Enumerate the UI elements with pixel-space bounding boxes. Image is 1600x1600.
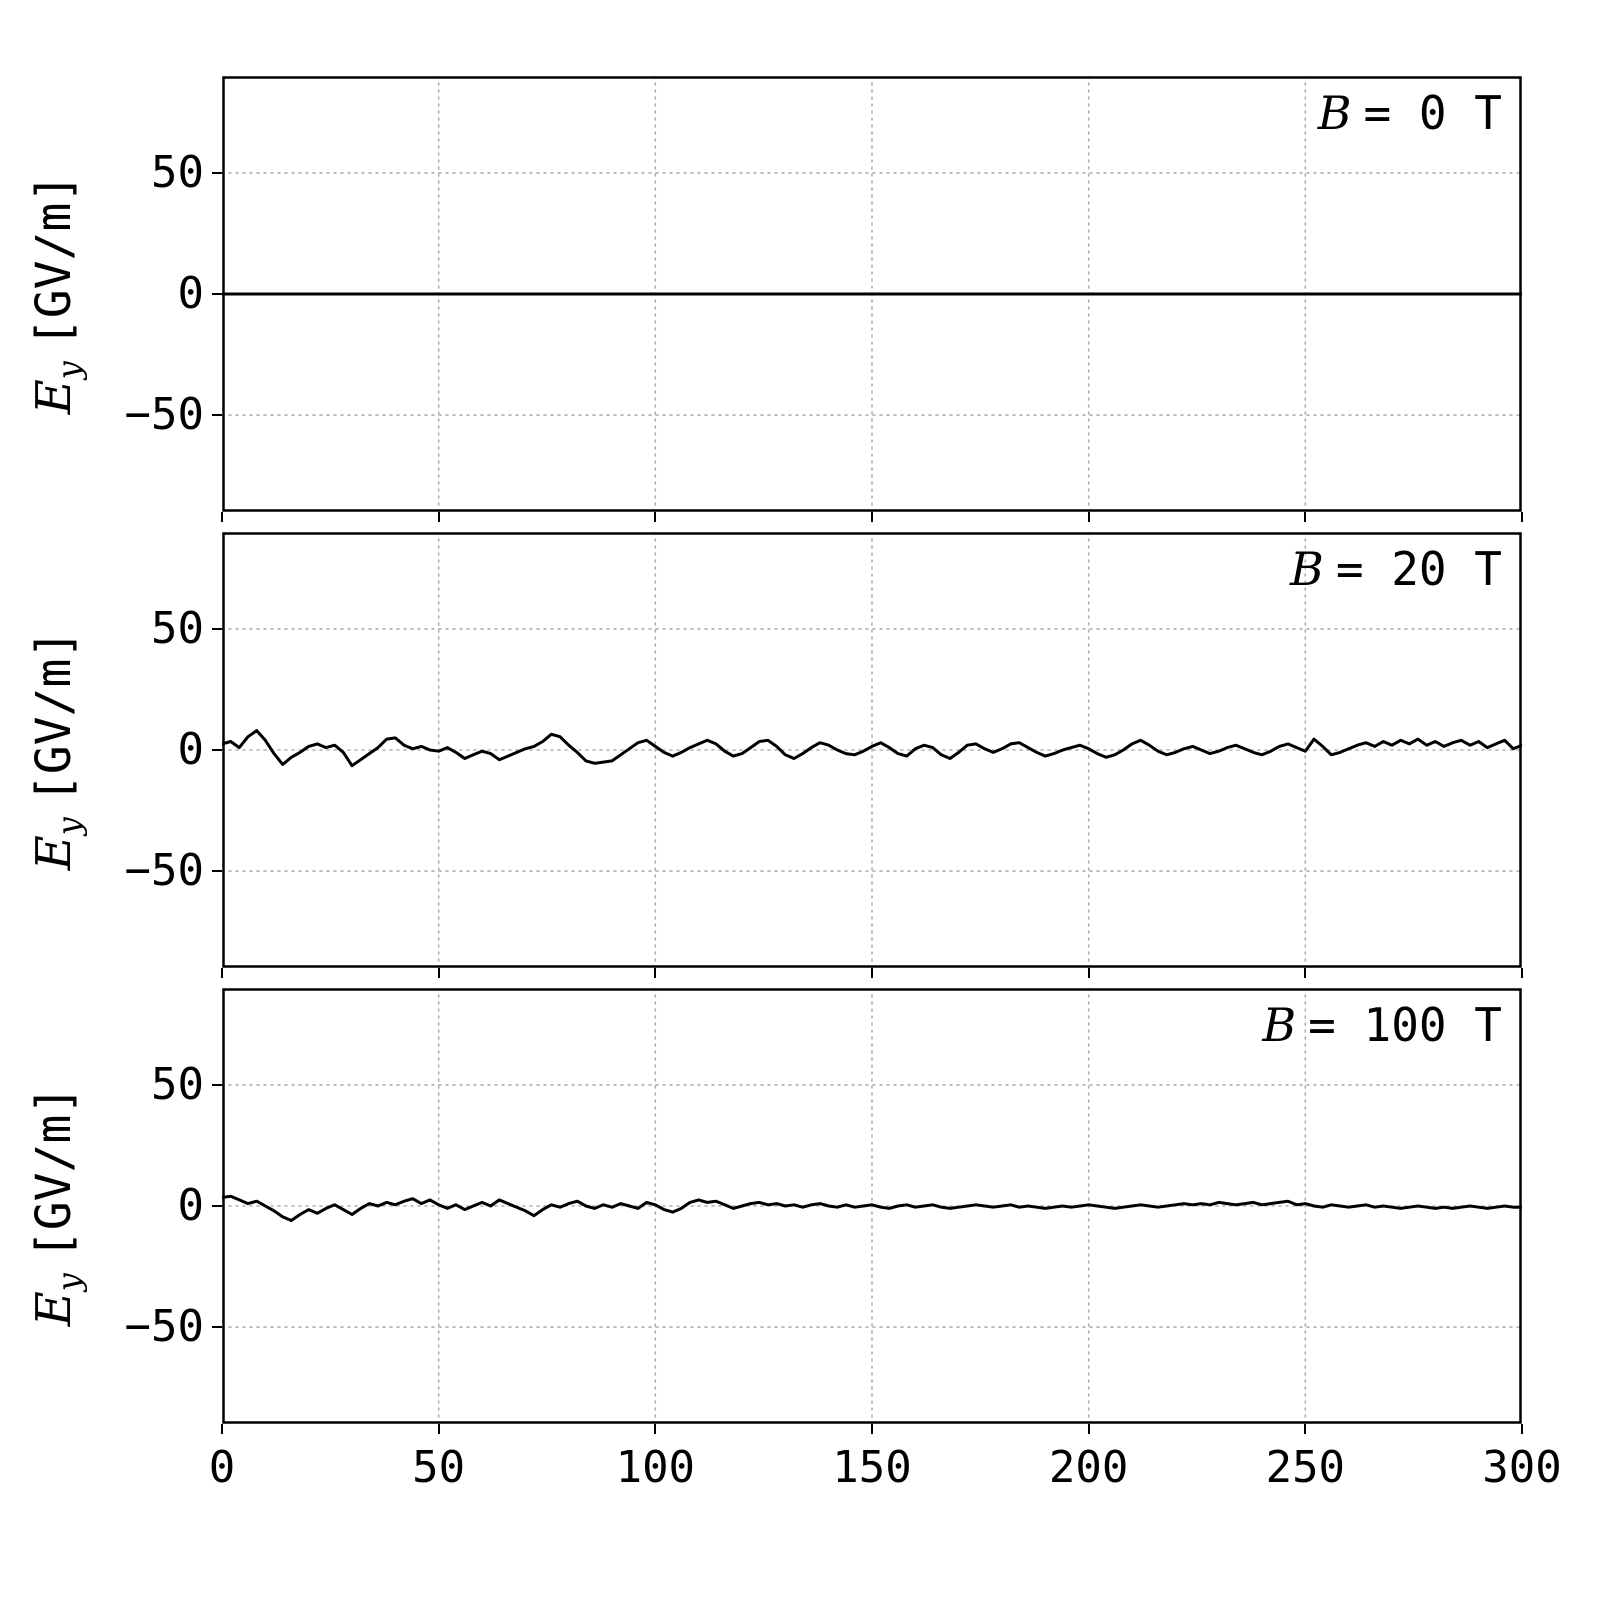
x-tick-mark xyxy=(1087,512,1090,522)
x-tick-mark xyxy=(437,1424,440,1434)
x-tick-mark xyxy=(437,968,440,978)
x-tick-mark xyxy=(437,512,440,522)
x-tick-mark xyxy=(1087,1424,1090,1434)
y-tick-mark xyxy=(212,627,222,630)
ylabel-subscript: y xyxy=(50,361,88,380)
panel-b100t: B = 100 T xyxy=(222,988,1522,1424)
x-tick-mark xyxy=(1521,1424,1523,1434)
y-tick-mark xyxy=(212,870,222,873)
x-tick-mark xyxy=(1521,512,1523,522)
x-tick-label: 300 xyxy=(1482,1442,1562,1493)
annotation-value: = 100 T xyxy=(1308,998,1502,1052)
panel-b0t: B = 0 T xyxy=(222,76,1522,512)
y-tick-mark xyxy=(212,171,222,174)
x-tick-mark xyxy=(1304,512,1307,522)
plot-area-b0t xyxy=(222,76,1522,512)
y-tick-label: 0 xyxy=(177,1180,205,1231)
y-tick-label: 50 xyxy=(151,146,204,198)
y-tick-label: −50 xyxy=(124,845,204,897)
x-tick-mark xyxy=(221,1424,223,1434)
y-tick-mark xyxy=(212,749,222,751)
panel-annotation-b100t: B = 100 T xyxy=(1262,998,1502,1052)
x-tick-mark xyxy=(871,1424,873,1434)
annotation-variable: B xyxy=(1290,542,1324,596)
panel-b20t: B = 20 T xyxy=(222,532,1522,968)
panel-annotation-b0t: B = 0 T xyxy=(1318,86,1502,140)
x-tick-mark xyxy=(871,968,873,978)
y-tick-mark xyxy=(212,293,222,295)
ylabel-subscript: y xyxy=(50,1273,88,1292)
x-tick-label: 200 xyxy=(1048,1442,1129,1493)
y-tick-mark xyxy=(212,414,222,417)
x-tick-mark xyxy=(221,968,223,978)
y-tick-label: 50 xyxy=(151,602,204,654)
x-tick-label: 150 xyxy=(832,1442,912,1493)
x-tick-mark xyxy=(1304,968,1307,978)
plot-area-b100t xyxy=(222,988,1522,1424)
x-tick-mark xyxy=(654,1424,657,1434)
x-tick-label: 50 xyxy=(412,1442,466,1493)
x-tick-mark xyxy=(654,512,657,522)
annotation-variable: B xyxy=(1262,998,1297,1052)
y-tick-mark xyxy=(212,1326,222,1329)
x-tick-mark xyxy=(1521,968,1523,978)
y-tick-label: −50 xyxy=(124,1301,204,1353)
x-tick-mark xyxy=(1304,1424,1307,1434)
x-tick-mark xyxy=(871,512,873,522)
y-tick-mark xyxy=(212,1205,222,1207)
y-tick-mark xyxy=(212,1083,222,1086)
panel-annotation-b20t: B = 20 T xyxy=(1290,542,1502,596)
x-tick-label: 100 xyxy=(615,1442,696,1493)
y-tick-label: 0 xyxy=(177,268,205,319)
y-tick-label: −50 xyxy=(124,389,204,441)
plot-area-b20t xyxy=(222,532,1522,968)
annotation-value: = 20 T xyxy=(1335,542,1502,596)
x-tick-mark xyxy=(221,512,223,522)
x-tick-mark xyxy=(654,968,657,978)
x-tick-mark xyxy=(1087,968,1090,978)
x-tick-label: 250 xyxy=(1265,1442,1346,1493)
annotation-value: = 0 T xyxy=(1363,86,1502,140)
y-tick-label: 50 xyxy=(151,1058,204,1110)
annotation-variable: B xyxy=(1317,86,1352,140)
x-tick-label: 0 xyxy=(208,1442,236,1493)
ylabel-subscript: y xyxy=(50,817,88,836)
y-tick-label: 0 xyxy=(177,724,205,775)
